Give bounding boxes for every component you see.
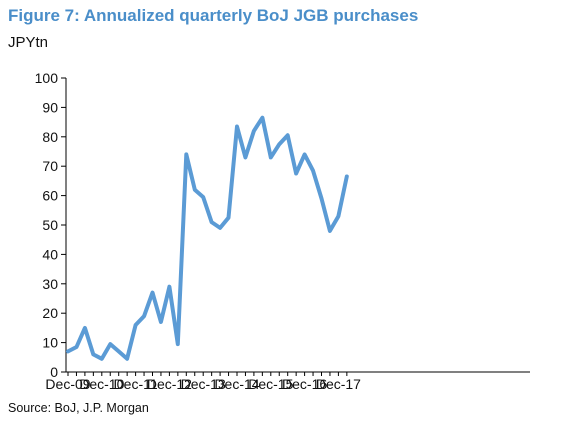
y-tick-label: 40 — [42, 246, 58, 262]
y-tick-label: 50 — [42, 217, 58, 233]
y-tick-label: 90 — [42, 99, 58, 115]
x-tick-label: Dec-17 — [316, 376, 361, 392]
x-tick-label: Dec-12 — [147, 376, 192, 392]
source-note: Source: BoJ, J.P. Morgan — [8, 401, 149, 415]
x-tick-label: Dec-16 — [282, 376, 327, 392]
x-tick-label: Dec-11 — [114, 376, 158, 392]
series-line — [66, 115, 349, 361]
y-tick-label: 30 — [42, 276, 58, 292]
y-tick-label: 80 — [42, 129, 58, 145]
x-tick-label: Dec-13 — [181, 376, 226, 392]
y-tick-label: 10 — [42, 335, 58, 351]
x-tick-label: Dec-14 — [214, 376, 259, 392]
y-tick-label: 70 — [42, 158, 58, 174]
y-tick-label: 60 — [42, 188, 58, 204]
x-tick-label: Dec-09 — [45, 376, 90, 392]
x-tick-label: Dec-10 — [79, 376, 124, 392]
chart-title: Figure 7: Annualized quarterly BoJ JGB p… — [8, 6, 419, 25]
y-tick-label: 0 — [50, 364, 58, 380]
y-axis-unit-label: JPYtn — [8, 34, 49, 51]
x-tick-label: Dec-15 — [248, 376, 293, 392]
y-tick-label: 20 — [42, 305, 58, 321]
y-tick-label: 100 — [35, 70, 59, 86]
